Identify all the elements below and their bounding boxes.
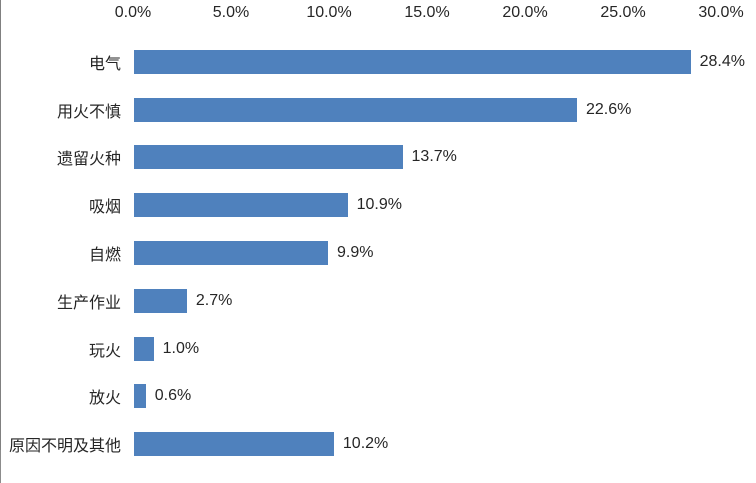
bar bbox=[134, 145, 403, 170]
bar bbox=[134, 432, 334, 457]
bar bbox=[134, 49, 691, 74]
x-axis-tick-label: 20.0% bbox=[502, 4, 548, 21]
category-label: 用火不慎 bbox=[56, 103, 121, 121]
data-label: 10.2% bbox=[342, 435, 389, 453]
bar bbox=[134, 241, 329, 265]
data-label: 1.0% bbox=[162, 339, 200, 357]
category-label: 玩火 bbox=[88, 342, 121, 360]
category-label: 电气 bbox=[88, 55, 121, 73]
bar bbox=[134, 384, 146, 409]
category-label: 生产作业 bbox=[56, 294, 121, 312]
x-axis-tick-label: 25.0% bbox=[600, 4, 646, 21]
data-label: 28.4% bbox=[699, 52, 745, 70]
data-label: 9.9% bbox=[337, 244, 374, 261]
x-axis-tick-label: 15.0% bbox=[404, 4, 450, 21]
category-label: 自燃 bbox=[88, 247, 121, 264]
data-label: 2.7% bbox=[195, 291, 233, 309]
x-axis-tick-label: 30.0% bbox=[698, 4, 744, 21]
x-axis-tick-label: 5.0% bbox=[212, 4, 250, 21]
x-axis-tick-label: 10.0% bbox=[306, 4, 352, 21]
x-axis-tick bbox=[0, 440, 1, 450]
bar bbox=[134, 97, 577, 122]
gridline bbox=[0, 450, 1, 483]
category-label: 原因不明及其他 bbox=[8, 438, 121, 456]
data-label: 10.9% bbox=[356, 196, 402, 214]
data-label: 22.6% bbox=[585, 100, 632, 118]
bar bbox=[134, 336, 154, 361]
y-axis-line bbox=[0, 10, 1, 440]
data-label: 0.6% bbox=[154, 387, 192, 405]
category-label: 放火 bbox=[88, 390, 121, 408]
x-axis-tick bbox=[0, 0, 1, 10]
category-label: 吸烟 bbox=[88, 199, 121, 217]
data-label: 13.7% bbox=[411, 148, 457, 166]
x-axis-tick-label: 0.0% bbox=[114, 4, 152, 21]
bar bbox=[134, 288, 187, 313]
category-label: 遗留火种 bbox=[56, 151, 121, 169]
bar bbox=[134, 193, 348, 218]
